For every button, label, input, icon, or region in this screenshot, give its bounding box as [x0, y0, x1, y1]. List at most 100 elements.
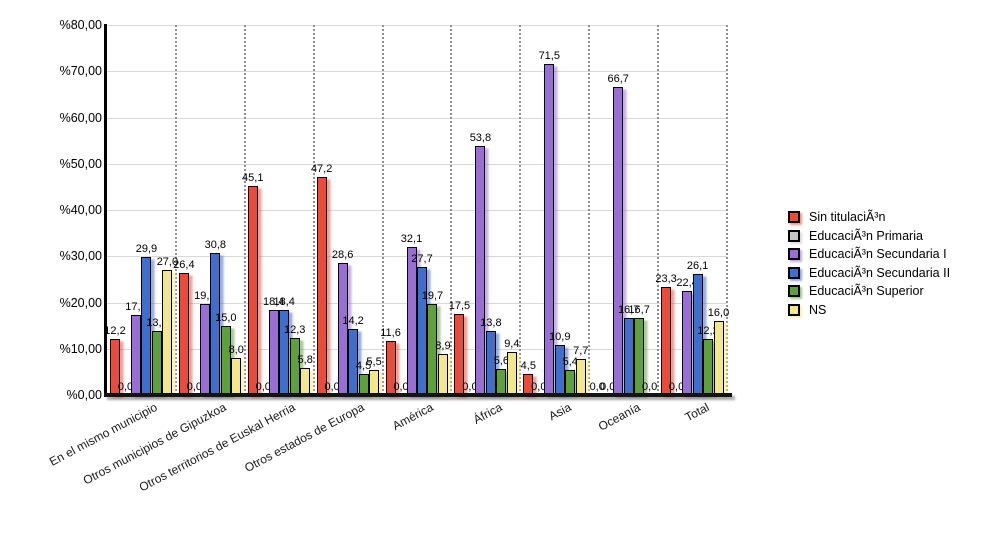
y-axis-tick-label: %40,00 — [59, 203, 102, 217]
y-axis-tick-label: %0,00 — [66, 388, 102, 402]
legend-item-sin-titulacion: Sin titulaciÃ³n — [788, 210, 950, 224]
bar — [151, 331, 162, 395]
bar-value-label: 7,7 — [573, 345, 589, 358]
bar-value-label: 15,0 — [215, 311, 237, 324]
bar-value-label: 18,4 — [273, 295, 295, 308]
bar — [565, 370, 576, 395]
bar — [289, 338, 300, 395]
bar — [506, 351, 517, 395]
y-axis-tick-label: %10,00 — [59, 341, 102, 356]
category-separator-line — [312, 25, 315, 395]
legend-swatch-icon — [788, 266, 800, 279]
bar-value-label: 0,0 — [393, 381, 409, 393]
legend-label: EducaciÃ³n Primaria — [809, 228, 923, 243]
bar-value-label: 17,5 — [448, 300, 471, 313]
gridline — [107, 71, 727, 73]
bar-value-label: 71,5 — [538, 50, 560, 63]
legend-item-educacion-secundaria-1: EducaciÃ³n Secundaria I — [788, 247, 950, 261]
bar-value-label: 29,9 — [135, 242, 158, 255]
y-axis-line — [104, 24, 107, 395]
bar — [703, 338, 714, 395]
bar-value-label: 26,1 — [686, 260, 709, 273]
gridline — [107, 163, 727, 165]
gridline — [107, 256, 727, 258]
bar-value-label: 0,0 — [641, 381, 658, 393]
bar-value-label: 16,0 — [707, 307, 730, 319]
bar — [406, 246, 417, 395]
y-axis-tick-label: %80,00 — [59, 18, 102, 32]
bar — [162, 270, 173, 395]
bar-value-label: 18,4 — [263, 295, 285, 308]
bar — [279, 309, 290, 395]
bar-value-label: 47,2 — [310, 162, 333, 175]
gridline — [107, 210, 727, 211]
bar-value-label: 5,6 — [493, 355, 509, 368]
bar-value-label: 11,6 — [380, 327, 401, 340]
bar-value-label: 4,5 — [355, 360, 372, 373]
bar-value-label: 0,0 — [186, 381, 202, 393]
category-separator-line — [588, 25, 591, 395]
legend-label: EducaciÃ³n Secundaria I — [809, 247, 947, 261]
legend-label: EducaciÃ³n Superior — [809, 284, 924, 298]
bar — [613, 86, 624, 395]
bar-value-label: 9,4 — [504, 337, 520, 350]
bar-value-label: 32,1 — [400, 232, 423, 245]
bar-value-label: 28,6 — [331, 248, 354, 261]
bar — [496, 369, 507, 395]
category-separator-line — [174, 25, 177, 395]
bar — [369, 369, 380, 395]
x-axis-line — [104, 393, 732, 397]
bar-value-label: 0,0 — [668, 381, 685, 393]
bar-value-label: 5,4 — [562, 356, 578, 369]
y-axis-tick-label: %60,00 — [59, 110, 102, 125]
bar-value-label: 0,0 — [589, 381, 605, 393]
bar — [682, 291, 693, 395]
category-separator-line — [726, 25, 728, 395]
bar-value-label: 12,2 — [697, 324, 719, 337]
bar — [713, 321, 724, 395]
bar-value-label: 4,5 — [520, 360, 536, 373]
category-separator-line — [381, 25, 384, 395]
bar-value-label: 19,7 — [421, 289, 444, 302]
bar-value-label: 0,0 — [117, 381, 134, 393]
bar — [417, 266, 427, 395]
bar-value-label: 45,1 — [242, 172, 264, 185]
bar-value-label: 16,7 — [628, 303, 650, 316]
bar-value-label: 30,8 — [204, 238, 227, 251]
legend-swatch-icon — [788, 229, 800, 242]
y-axis-tick-label: %50,00 — [59, 156, 102, 171]
bar-value-label: 22,4 — [676, 277, 698, 290]
legend-item-educacion-superior: EducaciÃ³n Superior — [788, 284, 950, 298]
bar-value-label: 5,8 — [297, 354, 313, 367]
bar-value-label: 0,0 — [324, 381, 340, 393]
bar — [300, 368, 311, 395]
bar — [437, 353, 448, 395]
category-separator-line — [243, 25, 246, 395]
bar-value-label: 19,7 — [194, 289, 216, 302]
bar-value-label: 0,0 — [255, 381, 271, 393]
bar-value-label: 8,9 — [435, 339, 451, 352]
bar-value-label: 12,2 — [104, 324, 126, 337]
bar-value-label: 0,0 — [462, 381, 478, 393]
y-axis-tick-label: %30,00 — [59, 249, 102, 264]
legend-swatch-icon — [788, 211, 800, 223]
bar-value-label: 26,4 — [173, 258, 195, 271]
bar — [220, 325, 231, 395]
bar — [268, 309, 279, 395]
bar-value-label: 8,0 — [228, 344, 244, 356]
legend-swatch-icon — [788, 248, 800, 260]
legend-item-educacion-secundaria-2: EducaciÃ³n Secundaria II — [788, 266, 950, 280]
bar-value-label: 5,5 — [366, 355, 382, 368]
plot-area: 12,2 26,4 45,1 47,2 11,6 17,5 4,5 0,0 23,3 0,0 0,0… — [104, 25, 729, 395]
category-separator-line — [657, 25, 660, 395]
bar-value-label: 27,0 — [156, 256, 179, 269]
bar — [544, 64, 555, 395]
bar-value-label: 14,2 — [342, 315, 364, 328]
gridline — [107, 25, 727, 26]
bar — [247, 186, 258, 395]
bar — [575, 359, 586, 395]
category-separator-line — [450, 25, 453, 395]
legend-label: NS — [809, 302, 827, 317]
